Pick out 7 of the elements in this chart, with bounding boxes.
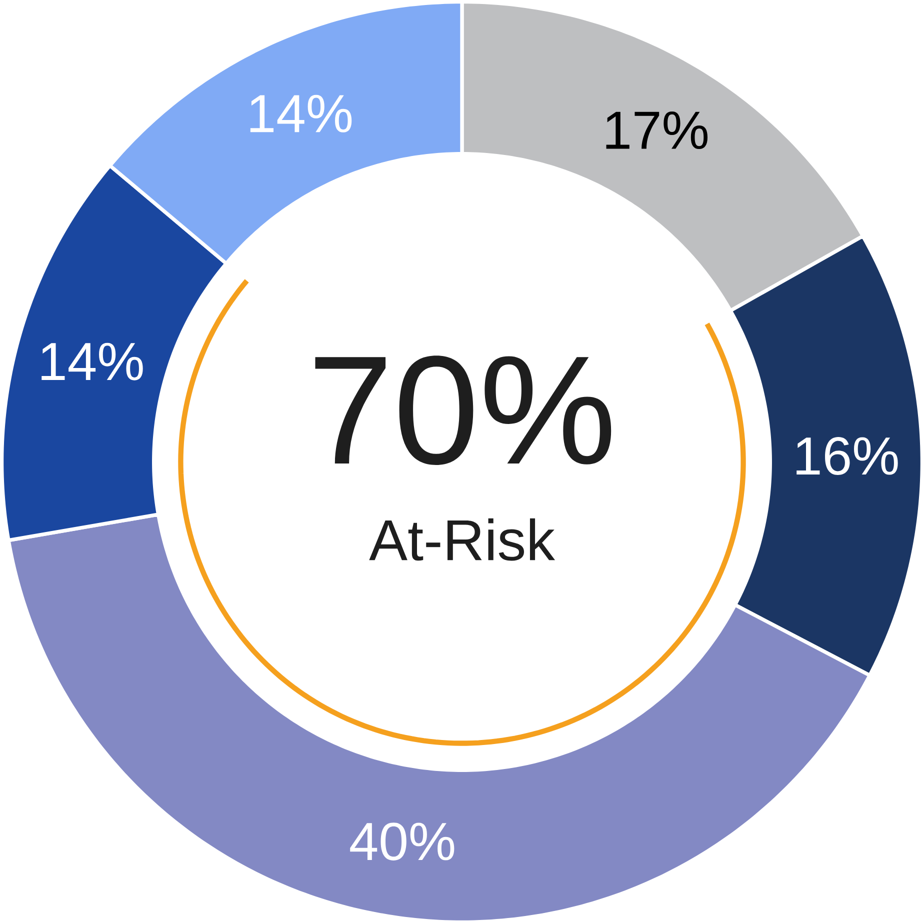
- data-label: 14%: [250, 94, 352, 132]
- data-label: 14%: [42, 342, 143, 380]
- data-label: 40%: [350, 822, 454, 861]
- text: 70%: [315, 356, 612, 465]
- data-label: 16%: [796, 437, 898, 475]
- text: At-Risk: [369, 518, 556, 561]
- data-label: 17%: [606, 112, 708, 150]
